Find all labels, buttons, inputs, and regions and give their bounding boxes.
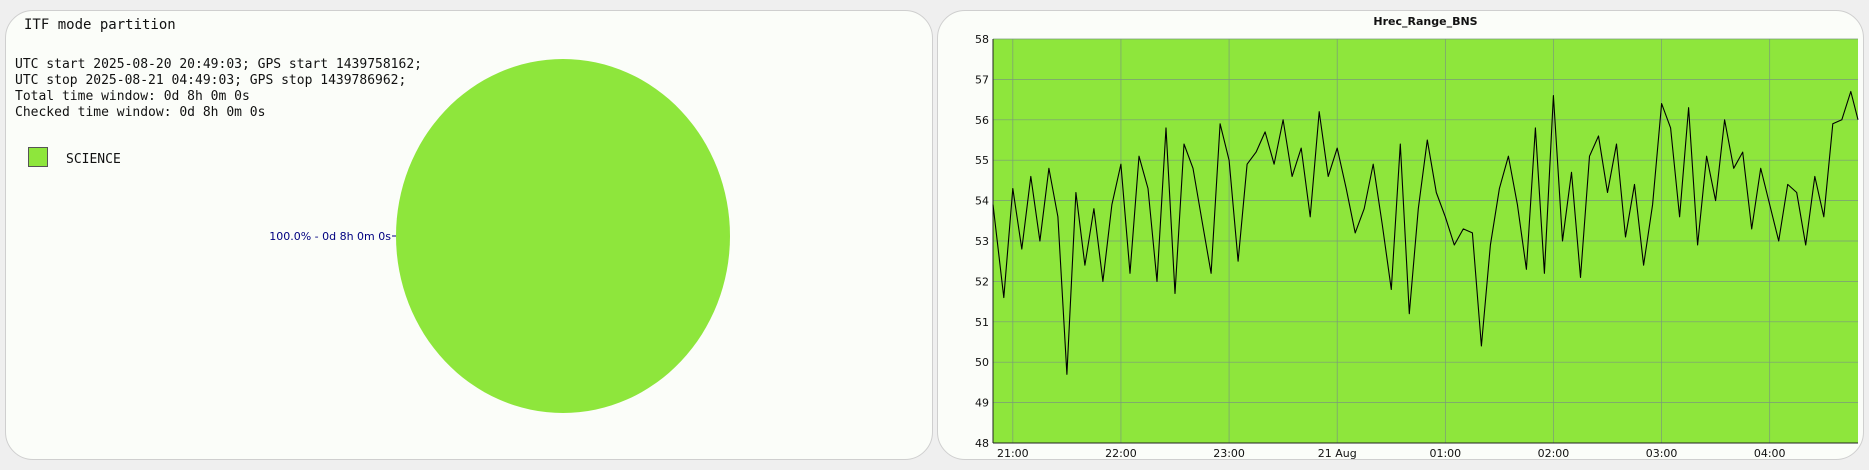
- x-tick-label: 01:00: [1429, 447, 1461, 460]
- line-chart-title: Hrec_Range_BNS: [1373, 15, 1477, 28]
- y-tick-label: 58: [975, 33, 989, 46]
- y-tick-label: 49: [975, 397, 989, 410]
- y-tick-label: 52: [975, 275, 989, 288]
- line-chart: Hrec_Range_BNS 48 49 50 51 52 53 54 55 56 57 58 21:0…: [975, 15, 1859, 460]
- x-tick-label: 21 Aug: [1318, 447, 1357, 460]
- x-tick-label: 22:00: [1105, 447, 1137, 460]
- pie-slice-science: [396, 59, 730, 413]
- y-tick-label: 53: [975, 235, 989, 248]
- y-tick-label: 54: [975, 195, 989, 208]
- y-tick-label: 56: [975, 114, 989, 127]
- x-tick-label: 03:00: [1646, 447, 1678, 460]
- series-line-0: [992, 90, 1859, 375]
- pie-chart: 100.0% - 0d 8h 0m 0s: [269, 59, 730, 413]
- utc-start-line: UTC start 2025-08-20 20:49:03; GPS start…: [15, 57, 422, 72]
- y-tick-label: 51: [975, 316, 989, 329]
- x-tick-label: 02:00: [1538, 447, 1570, 460]
- checked-time-line: Checked time window: 0d 8h 0m 0s: [15, 105, 266, 120]
- pie-chart-title: ITF mode partition: [24, 17, 176, 33]
- x-tick-label: 04:00: [1754, 447, 1786, 460]
- y-tick-label: 55: [975, 154, 989, 167]
- y-tick-label: 57: [975, 73, 989, 86]
- total-time-line: Total time window: 0d 8h 0m 0s: [15, 89, 250, 104]
- y-tick-label: 50: [975, 356, 989, 369]
- line-chart-panel: Hrec_Range_BNS 48 49 50 51 52 53 54 55 56 57 58 21:0…: [937, 10, 1864, 460]
- y-tick-label: 48: [975, 437, 989, 450]
- x-tick-label: 21:00: [997, 447, 1029, 460]
- legend-label-science: SCIENCE: [66, 152, 121, 167]
- x-tick-label: 23:00: [1213, 447, 1245, 460]
- pie-chart-panel: ITF mode partition UTC start 2025-08-20 …: [5, 10, 933, 460]
- utc-stop-line: UTC stop 2025-08-21 04:49:03; GPS stop 1…: [15, 73, 407, 88]
- pie-slice-label: 100.0% - 0d 8h 0m 0s: [269, 230, 391, 243]
- legend-swatch-science: [28, 147, 48, 167]
